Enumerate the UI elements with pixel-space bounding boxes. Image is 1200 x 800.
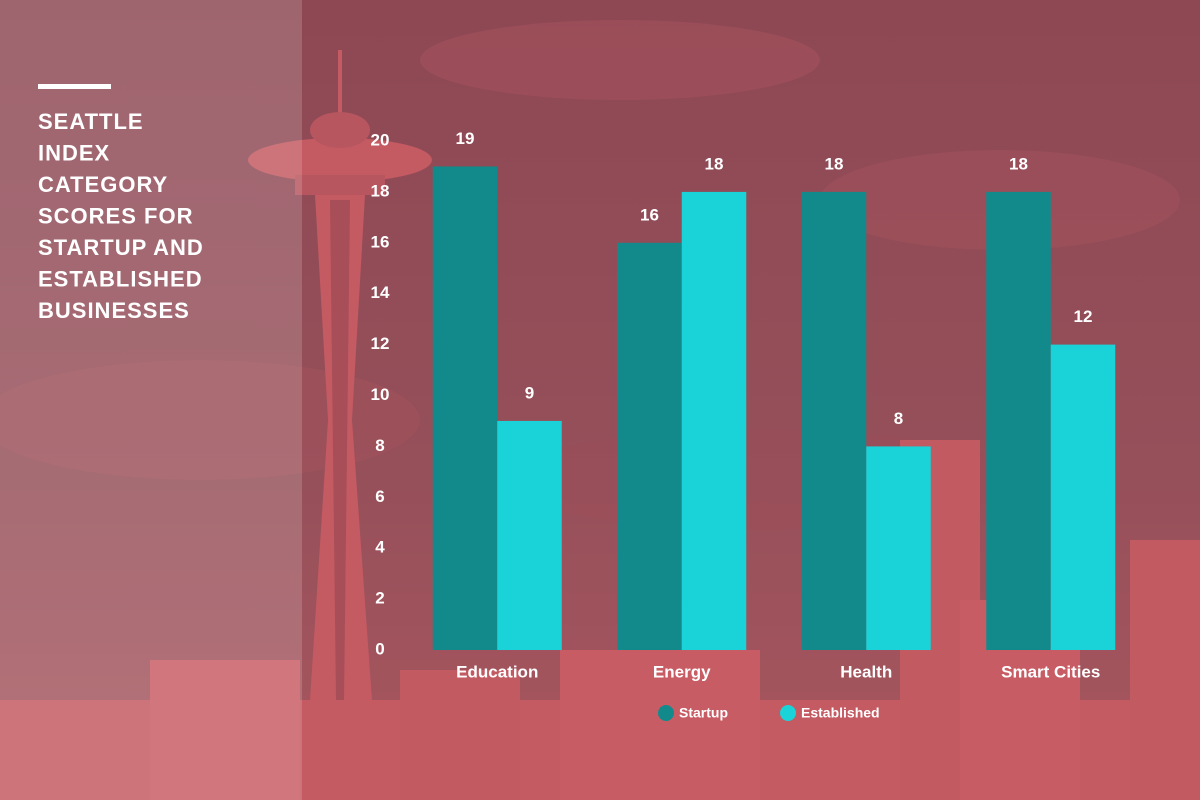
- bar: [681, 191, 747, 650]
- y-tick-label: 0: [375, 639, 384, 658]
- y-tick-label: 6: [375, 487, 384, 506]
- legend-label: Startup: [679, 705, 728, 721]
- y-tick-label: 16: [371, 232, 390, 251]
- bar: [801, 191, 867, 650]
- x-tick-label: Energy: [653, 662, 711, 681]
- value-label: 8: [894, 409, 903, 428]
- title-line: CATEGORY: [38, 172, 168, 197]
- legend-marker: [780, 705, 796, 721]
- y-tick-label: 10: [371, 385, 390, 404]
- y-tick-label: 4: [375, 538, 385, 557]
- chart-title: SEATTLE INDEX CATEGORY SCORES FOR STARTUP AN…: [38, 109, 204, 323]
- legend-marker: [658, 705, 674, 721]
- title-line: STARTUP AND: [38, 235, 204, 260]
- value-label: 18: [1009, 154, 1028, 173]
- value-label: 9: [525, 383, 534, 402]
- x-tick-label: Health: [840, 662, 892, 681]
- y-tick-label: 8: [375, 436, 384, 455]
- x-tick-label: Education: [456, 662, 538, 681]
- y-tick-label: 20: [371, 130, 390, 149]
- title-line: ESTABLISHED: [38, 266, 203, 291]
- y-tick-label: 2: [375, 589, 384, 608]
- title-line: BUSINESSES: [38, 298, 190, 323]
- value-label: 19: [456, 129, 475, 148]
- value-label: 16: [640, 205, 659, 224]
- value-label: 18: [705, 154, 724, 173]
- value-label: 18: [825, 154, 844, 173]
- bar: [617, 242, 682, 651]
- y-tick-label: 18: [371, 181, 390, 200]
- bar: [1050, 344, 1116, 650]
- title-line: SCORES FOR: [38, 203, 193, 228]
- title-line: SEATTLE: [38, 109, 144, 134]
- bar: [986, 191, 1051, 650]
- bar: [497, 420, 562, 650]
- value-label: 12: [1074, 307, 1093, 326]
- legend-label: Established: [801, 705, 880, 721]
- bar: [432, 166, 498, 650]
- x-tick-label: Smart Cities: [1001, 662, 1100, 681]
- bar: [866, 446, 931, 650]
- title-line: INDEX: [38, 140, 110, 165]
- y-tick-label: 12: [371, 334, 390, 353]
- y-tick-label: 14: [371, 283, 390, 302]
